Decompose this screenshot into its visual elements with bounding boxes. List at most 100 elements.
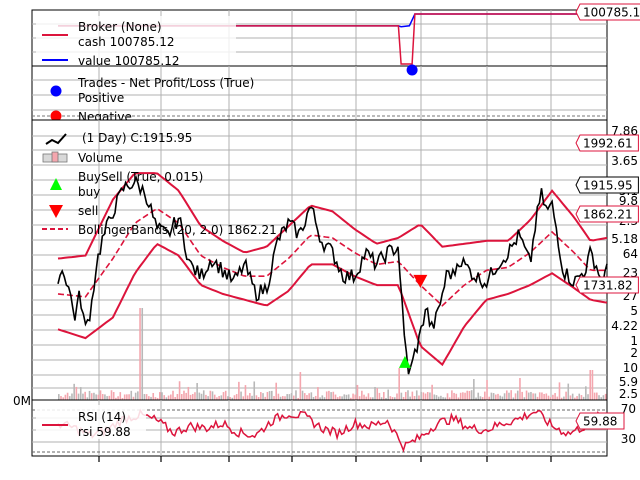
- volume-bar: [411, 391, 414, 400]
- price-legend-buy-label: buy: [78, 185, 100, 199]
- volume-bar: [119, 392, 122, 400]
- broker-panel: Broker (None)cash 100785.12 value 100785.…: [31, 3, 640, 68]
- volume-bars: [58, 308, 607, 400]
- volume-bar: [233, 395, 236, 400]
- volume-bar: [231, 397, 234, 400]
- volume-bar: [238, 381, 240, 400]
- volume-bar: [165, 397, 168, 400]
- volume-bar: [497, 393, 499, 400]
- broker-series: [58, 13, 607, 65]
- volume-bar: [90, 393, 93, 400]
- volume-bar: [510, 390, 512, 400]
- cash-line: [58, 13, 607, 65]
- volume-bar: [475, 397, 477, 400]
- volume-bar: [409, 396, 411, 400]
- volume-bar: [567, 383, 570, 400]
- volume-bar: [110, 390, 113, 400]
- price-value-labels: 7.863.655.19.82.35.1864232754.2212105.92…: [13, 124, 639, 408]
- volume-bar: [558, 382, 561, 400]
- price-partial-tick-label: 3.65: [611, 154, 638, 168]
- trades-series: [406, 64, 418, 76]
- volume-bar: [251, 395, 253, 400]
- volume-bar: [207, 396, 209, 400]
- volume-bar: [433, 394, 436, 400]
- volume-bar: [444, 397, 447, 400]
- volume-bar: [224, 390, 227, 400]
- volume-bar: [389, 396, 392, 400]
- volume-bar: [303, 393, 306, 400]
- volume-bar: [213, 394, 216, 400]
- volume-bar: [505, 390, 508, 400]
- volume-bar: [185, 392, 187, 400]
- volume-bar: [407, 390, 409, 400]
- volume-bar: [534, 393, 537, 400]
- volume-bar: [202, 390, 205, 400]
- volume-bar: [312, 397, 315, 400]
- volume-bar: [396, 393, 398, 400]
- volume-bar: [402, 396, 405, 400]
- volume-bar: [154, 397, 157, 400]
- volume-bar: [112, 392, 115, 400]
- volume-bar: [68, 396, 71, 400]
- volume-bar: [58, 394, 60, 400]
- price-partial-tick-label: 1: [630, 334, 638, 348]
- trade-positive-point: [406, 64, 418, 76]
- volume-bar: [115, 397, 117, 400]
- volume-bar: [161, 392, 163, 400]
- buy-marker: [398, 355, 411, 368]
- volume-bar: [499, 395, 501, 400]
- volume-bar: [191, 393, 194, 400]
- volume-bar: [429, 392, 431, 400]
- volume-bar: [549, 397, 552, 400]
- volume-bar: [229, 396, 231, 400]
- volume-bar: [106, 396, 108, 400]
- volume-bar: [530, 391, 532, 400]
- price-legend-bollinger-label: BollingerBands (20, 2.0) 1862.21: [78, 223, 277, 237]
- volume-bar: [205, 394, 207, 400]
- price-series: [57, 172, 608, 375]
- volume-bar: [121, 397, 124, 400]
- volume-bar: [345, 394, 348, 400]
- volume-bar: [350, 397, 352, 400]
- volume-bar: [167, 395, 170, 400]
- price-legend-buy-swatch: [50, 178, 62, 190]
- volume-bar: [200, 393, 203, 400]
- volume-bar: [536, 396, 539, 400]
- volume-bar: [451, 390, 453, 400]
- volume-bar: [596, 392, 598, 400]
- price-legend-sell-swatch: [49, 205, 63, 218]
- volume-bar: [271, 390, 273, 400]
- price-legend: (1 Day) C:1915.95 Volume BuySell (True, 0.…: [42, 131, 277, 237]
- volume-bar: [455, 393, 458, 400]
- volume-bar: [574, 397, 576, 400]
- volume-bar: [484, 391, 486, 400]
- volume-bar: [578, 393, 581, 400]
- volume-bar: [538, 392, 541, 400]
- volume-bar: [286, 394, 288, 400]
- volume-bar: [418, 395, 420, 400]
- volume-bar: [262, 393, 264, 400]
- volume-bar: [391, 397, 394, 400]
- broker-value-labels: 100785.1: [575, 3, 640, 21]
- volume-bar: [380, 397, 383, 400]
- x-axis-ticks: [98, 456, 552, 462]
- volume-bar: [222, 392, 225, 400]
- volume-bar: [143, 394, 146, 400]
- volume-bar: [137, 391, 139, 400]
- trades-legend-title: Trades - Net Profit/Loss (True): [77, 76, 254, 90]
- volume-bar: [196, 382, 198, 400]
- price-last-value-box: [575, 176, 639, 194]
- volume-bar: [123, 394, 126, 400]
- volume-bar: [152, 393, 155, 400]
- volume-bar: [95, 394, 97, 400]
- volume-bar: [468, 391, 471, 400]
- volume-bar: [292, 395, 295, 400]
- price-partial-tick-label: 9.8: [619, 194, 638, 208]
- volume-bar: [448, 397, 451, 400]
- volume-bar: [249, 393, 251, 400]
- volume-bar: [453, 392, 455, 400]
- bollinger-top-line: [57, 172, 608, 260]
- volume-bar: [354, 394, 357, 400]
- volume-bar: [576, 396, 578, 400]
